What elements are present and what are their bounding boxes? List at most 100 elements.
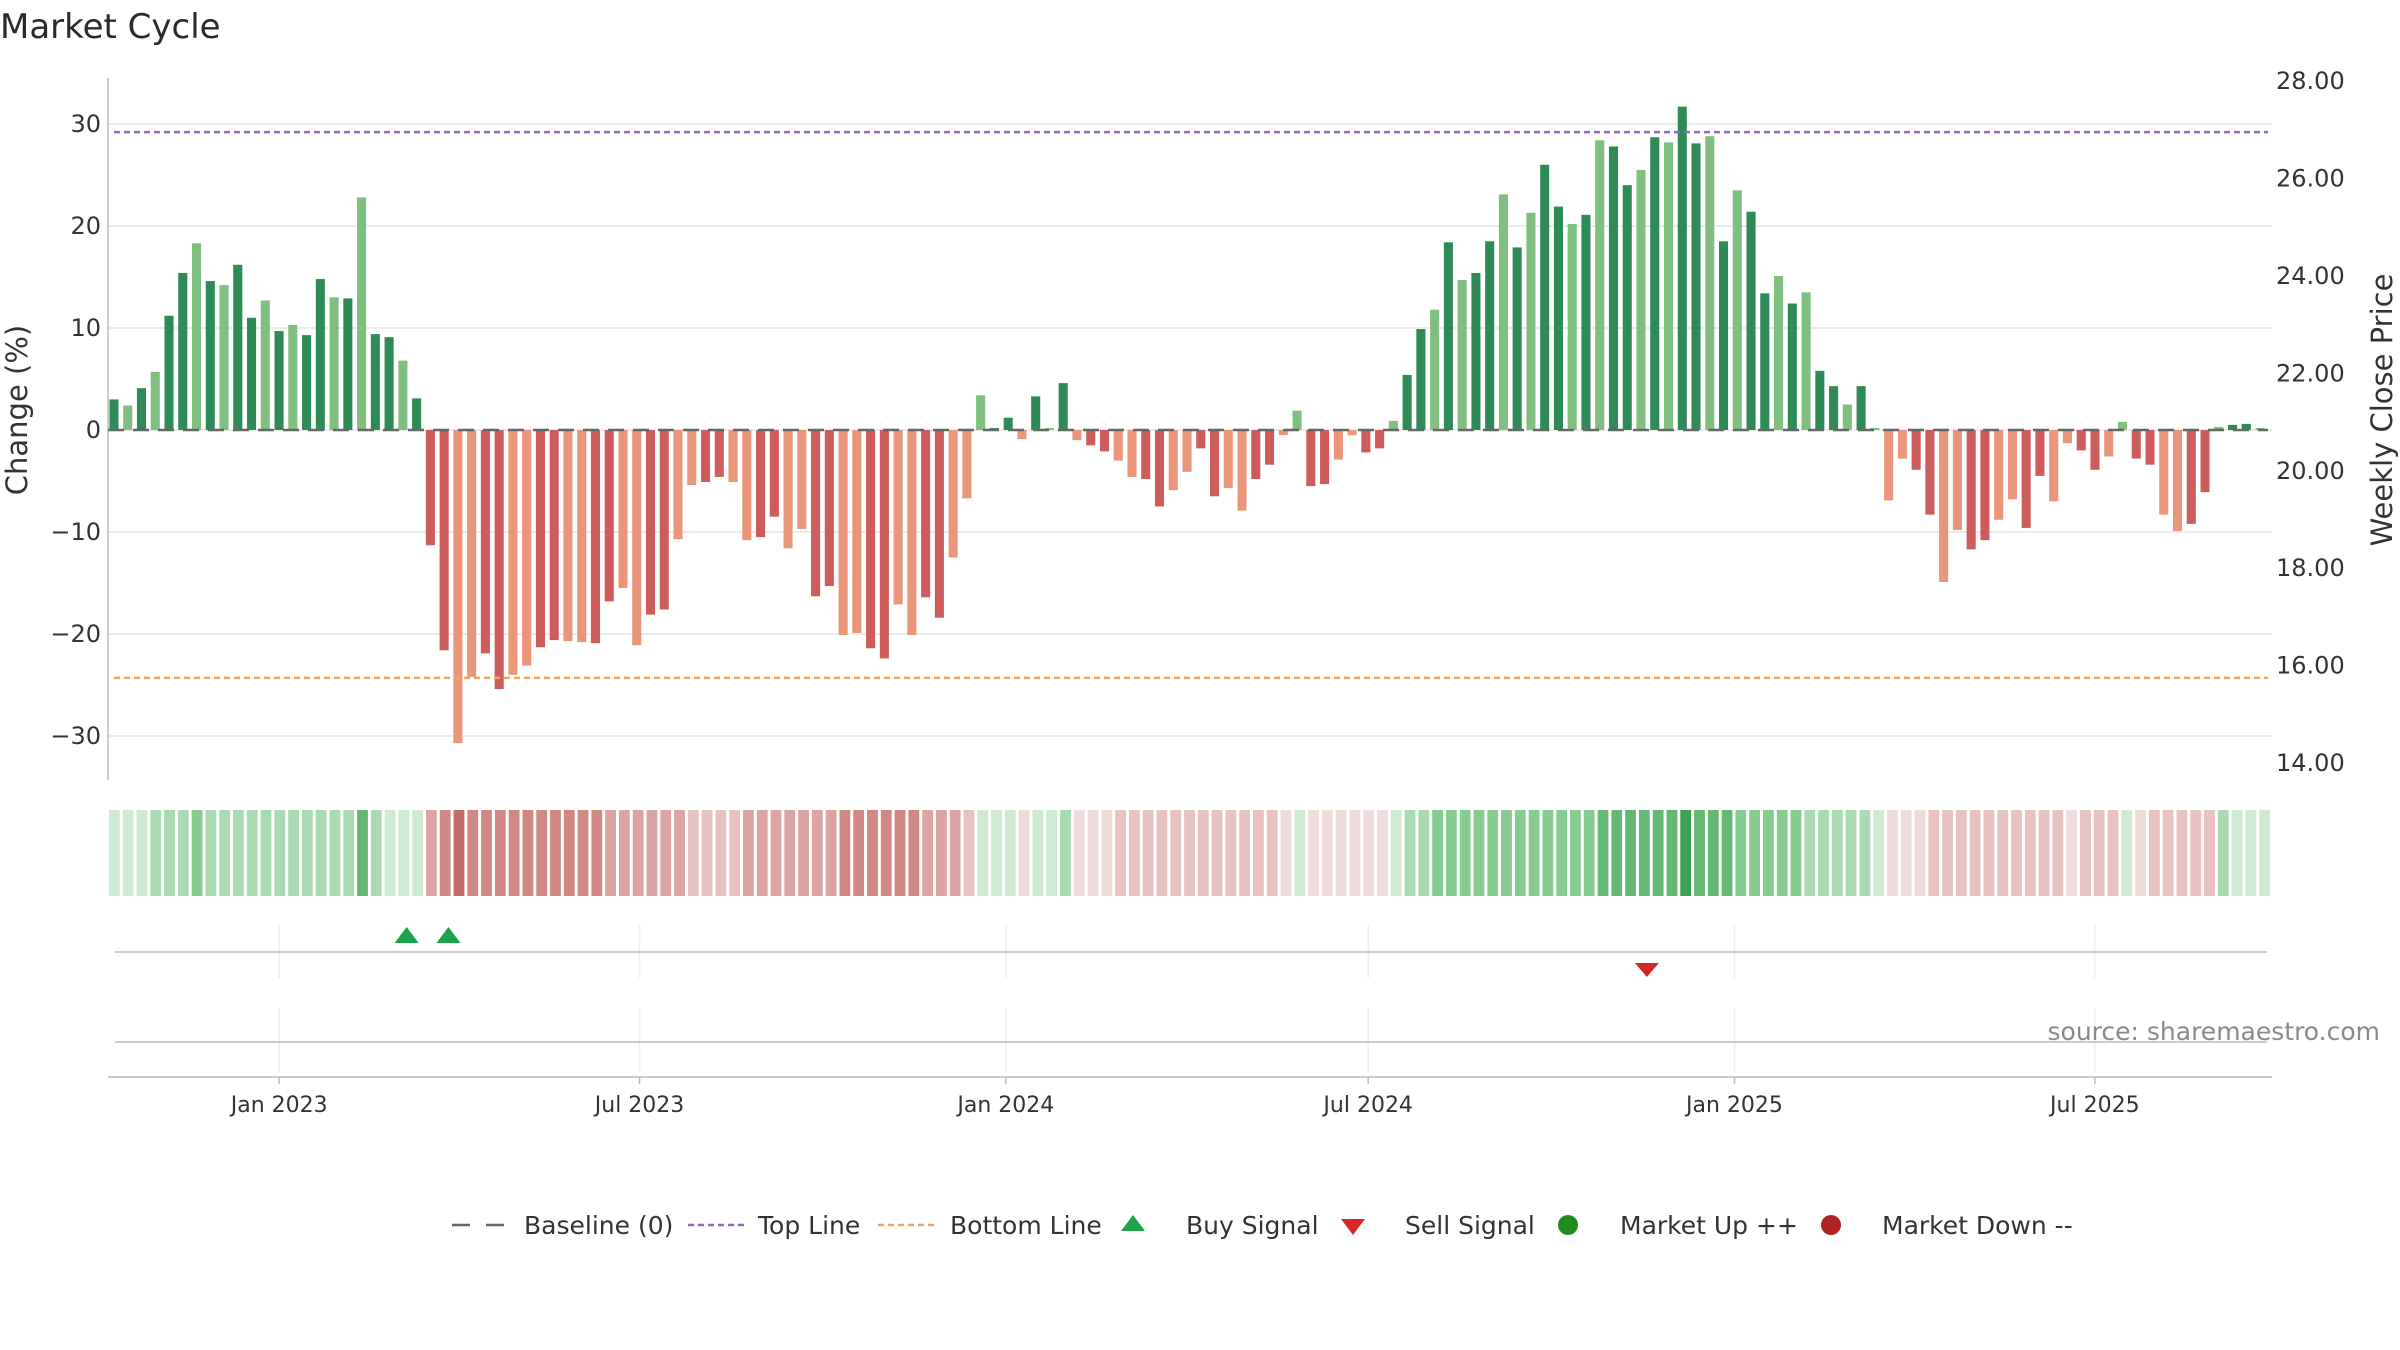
bar — [1306, 430, 1316, 487]
strip-cell — [1308, 810, 1319, 896]
bar — [921, 430, 931, 598]
bar — [673, 430, 683, 540]
bar — [549, 430, 559, 641]
bar — [109, 399, 119, 430]
strip-cell — [1542, 810, 1554, 896]
strip-cell — [1142, 810, 1154, 896]
strip-cell — [991, 810, 1002, 896]
strip-cell — [1377, 810, 1388, 896]
strip-cell — [1253, 810, 1264, 896]
bar — [893, 430, 903, 605]
bar — [288, 324, 298, 430]
bar — [1017, 430, 1027, 440]
strip-cell — [908, 810, 920, 896]
bar — [1182, 430, 1192, 472]
bar — [1966, 430, 1976, 550]
bar — [907, 430, 917, 636]
bar — [1347, 430, 1357, 436]
bar — [1388, 420, 1398, 430]
bar — [1801, 292, 1811, 430]
bar — [1608, 146, 1619, 430]
strip-cell — [205, 810, 217, 896]
strip-cell — [1763, 810, 1774, 896]
x-axis: Jan 2023 Jul 2023 Jan 2024 Jul 2024 Jan 2025… — [108, 1076, 2272, 1118]
strip-cell — [1459, 810, 1471, 896]
bar — [1553, 206, 1563, 430]
strip-cell — [2093, 810, 2105, 896]
bar — [879, 430, 889, 659]
signal-panel — [115, 925, 2267, 1072]
strip-cell — [1845, 810, 1857, 896]
bar — [563, 430, 573, 642]
strip-cell — [1597, 810, 1609, 896]
legend-label: Sell Signal — [1405, 1211, 1535, 1240]
bar — [1498, 194, 1508, 430]
strip-cell — [1197, 810, 1209, 896]
strip-cell — [2204, 810, 2215, 896]
strip-cell — [1087, 810, 1099, 896]
bar — [1141, 430, 1151, 479]
source-note: source: sharemaestro.com — [2048, 1017, 2381, 1046]
bar — [1567, 223, 1577, 430]
bar — [1829, 386, 1839, 430]
strip-cell — [701, 810, 713, 896]
strip-cell — [1445, 810, 1457, 896]
bar — [2159, 430, 2169, 515]
strip-cell — [426, 810, 437, 896]
bar — [467, 430, 477, 677]
strip-cell — [1707, 810, 1719, 896]
strip-cell — [2162, 810, 2174, 896]
strip-cell — [1873, 810, 1885, 896]
bar — [219, 285, 229, 430]
legend-swatch — [1821, 1215, 1841, 1235]
bar — [838, 430, 848, 636]
strip-cell — [1473, 810, 1485, 896]
strip-cell — [949, 810, 961, 896]
strip-cell — [922, 810, 934, 896]
bar — [1952, 430, 1962, 530]
bar — [1237, 430, 1247, 511]
bar — [1031, 396, 1041, 430]
bar — [1292, 410, 1302, 430]
strip-cell — [1349, 810, 1361, 896]
bar — [191, 243, 202, 430]
y-tick-label: 10 — [70, 314, 101, 342]
y2-tick-label: 18.00 — [2276, 554, 2345, 582]
bar — [480, 430, 490, 654]
bar — [1402, 374, 1412, 430]
strip-cell — [1501, 810, 1512, 896]
strip-cell — [1294, 810, 1306, 896]
bar — [1361, 430, 1371, 453]
strip-cell — [1928, 810, 1940, 896]
strip-cell — [2148, 810, 2160, 896]
legend-label: Market Down -- — [1882, 1211, 2073, 1240]
strip-cell — [1721, 810, 1733, 896]
strip-cell — [756, 810, 768, 896]
strip-cell — [1280, 810, 1292, 896]
strip-cell — [191, 810, 203, 896]
bar — [2021, 430, 2031, 528]
bar — [645, 430, 656, 615]
strip-cell — [687, 810, 699, 896]
bar — [1443, 242, 1453, 430]
strip-cell — [2190, 810, 2202, 896]
strip-cell — [825, 810, 837, 896]
strip-cell — [1128, 810, 1140, 896]
bar — [852, 430, 862, 633]
strip-cell — [329, 810, 341, 896]
strip-cell — [164, 810, 175, 896]
bar — [1320, 430, 1330, 485]
strip-cell — [1156, 810, 1168, 896]
legend-label: Buy Signal — [1186, 1211, 1319, 1240]
y2-tick-label: 14.00 — [2276, 749, 2345, 777]
strip-cell — [1060, 810, 1071, 896]
bar — [1746, 211, 1756, 430]
bar — [2076, 430, 2086, 451]
strip-cell — [1694, 810, 1705, 896]
strip-cell — [550, 810, 561, 896]
reference-lines — [108, 130, 2268, 680]
bar — [1168, 430, 1178, 491]
bar — [2200, 430, 2210, 493]
bar — [425, 430, 435, 546]
buy-signal-marker — [436, 927, 461, 943]
